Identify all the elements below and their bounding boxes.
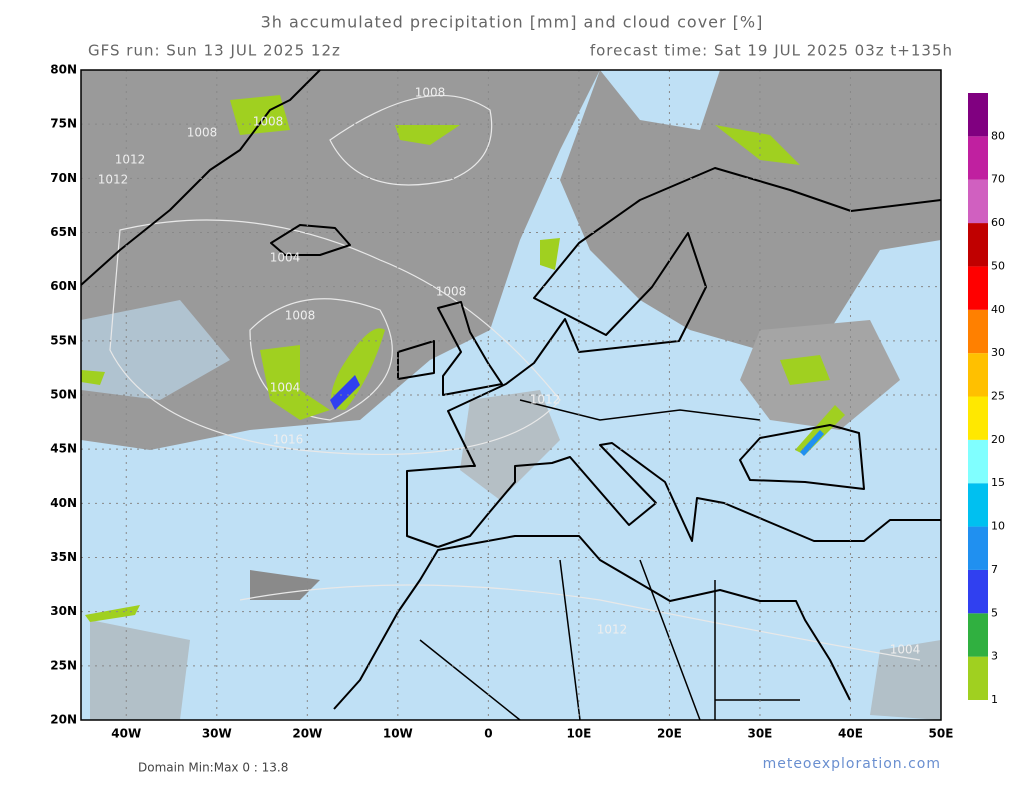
lon-label: 50E xyxy=(929,727,954,741)
coastline xyxy=(406,167,942,548)
legend-swatch xyxy=(968,656,988,700)
legend-swatch xyxy=(968,266,988,310)
lon-label: 10E xyxy=(566,727,591,741)
legend-label: 50 xyxy=(991,259,1005,272)
site[interactable]: meteoexploration.com xyxy=(763,756,941,772)
precip xyxy=(780,355,830,385)
isobar-label: 1012 xyxy=(597,623,628,637)
legend-swatch xyxy=(968,439,988,484)
lat-label: 20N xyxy=(50,713,77,727)
coastline xyxy=(333,535,851,710)
cloud xyxy=(90,620,190,720)
domain-minmax: Domain Min:Max 0 : 13.8 xyxy=(138,761,288,775)
isobar-label: 1012 xyxy=(530,393,561,407)
isobar-label: 1004 xyxy=(270,381,301,395)
isobar-label: 1008 xyxy=(187,126,218,140)
legend-label: 40 xyxy=(991,303,1005,316)
isobar-label: 1012 xyxy=(115,153,146,167)
lon-label: 30E xyxy=(747,727,772,741)
lat-label: 80N xyxy=(50,63,77,77)
lat-label: 30N xyxy=(50,604,77,618)
isobar xyxy=(239,584,921,661)
run: GFS run: Sun 13 JUL 2025 12z xyxy=(88,42,341,60)
coastline xyxy=(270,224,351,256)
legend-swatch xyxy=(968,309,988,354)
isobar-label: 1008 xyxy=(415,86,446,100)
precip xyxy=(330,375,360,410)
coastline xyxy=(437,301,503,396)
lon-label: 40W xyxy=(111,727,141,741)
precip xyxy=(230,95,290,135)
lon-label: 20W xyxy=(292,727,322,741)
precip xyxy=(800,430,824,456)
title: 3h accumulated precipitation [mm] and cl… xyxy=(261,13,764,32)
isobar xyxy=(329,94,493,186)
legend-label: 10 xyxy=(991,520,1005,533)
forecast-time: forecast time: Sat 19 JUL 2025 03z t+135… xyxy=(590,42,953,60)
isobar-label: 1008 xyxy=(253,115,284,129)
lat-label: 40N xyxy=(50,496,77,510)
clear xyxy=(81,300,230,400)
legend-swatch xyxy=(968,93,988,137)
precip xyxy=(540,238,560,270)
precip xyxy=(395,125,460,145)
legend-swatch xyxy=(968,526,988,570)
legend-swatch xyxy=(968,223,988,267)
isobar-label: 1004 xyxy=(270,251,301,265)
precip xyxy=(260,345,330,420)
lon-label: 30W xyxy=(202,727,232,741)
lat-label: 60N xyxy=(50,279,77,293)
legend-label: 15 xyxy=(991,476,1005,489)
lat-label: 45N xyxy=(50,442,77,456)
lat-label: 25N xyxy=(50,658,77,672)
cloud xyxy=(560,70,941,350)
precip xyxy=(81,370,105,385)
lon-label: 20E xyxy=(657,727,682,741)
lat-label: 70N xyxy=(50,171,77,185)
legend-swatch xyxy=(968,569,988,614)
coastline xyxy=(739,424,865,490)
map-frame xyxy=(80,69,942,721)
lon-label: 10W xyxy=(383,727,413,741)
legend-swatch xyxy=(968,179,988,224)
coastline xyxy=(437,442,941,548)
lon-label: 0 xyxy=(484,727,492,741)
lat-label: 50N xyxy=(50,388,77,402)
isobar-label: 1016 xyxy=(273,433,304,447)
precip xyxy=(715,125,800,165)
cloud xyxy=(460,390,560,500)
legend-label: 60 xyxy=(991,216,1005,229)
lat-label: 65N xyxy=(50,225,77,239)
legend-label: 20 xyxy=(991,433,1005,446)
lon-label: 40E xyxy=(838,727,863,741)
clear xyxy=(600,70,720,130)
lat-label: 75N xyxy=(50,117,77,131)
coastline xyxy=(80,69,321,286)
legend-label: 30 xyxy=(991,346,1005,359)
isobar-label: 1004 xyxy=(890,643,921,657)
legend-label: 3 xyxy=(991,650,998,663)
legend-label: 5 xyxy=(991,606,998,619)
cloud xyxy=(250,570,320,600)
legend-swatch xyxy=(968,353,988,397)
legend-label: 1 xyxy=(991,693,998,706)
isobar-label: 1008 xyxy=(285,309,316,323)
legend-swatch xyxy=(968,483,988,527)
legend-label: 7 xyxy=(991,563,998,576)
legend-swatch xyxy=(968,613,988,657)
map: 1008 1008 1008 1012 1012 1004 1008 1008 1004 1016… xyxy=(80,69,942,721)
lat-label: 35N xyxy=(50,550,77,564)
legend-swatch xyxy=(968,136,988,180)
lat-label: 55N xyxy=(50,333,77,347)
legend-label: 70 xyxy=(991,173,1005,186)
cloud xyxy=(870,640,941,720)
isobar-label: 1008 xyxy=(436,285,467,299)
isobar-label: 1012 xyxy=(98,173,129,187)
isobar xyxy=(109,219,561,456)
legend-swatch xyxy=(968,396,988,440)
legend-label: 80 xyxy=(991,129,1005,142)
border xyxy=(419,399,800,721)
legend-label: 25 xyxy=(991,390,1005,403)
